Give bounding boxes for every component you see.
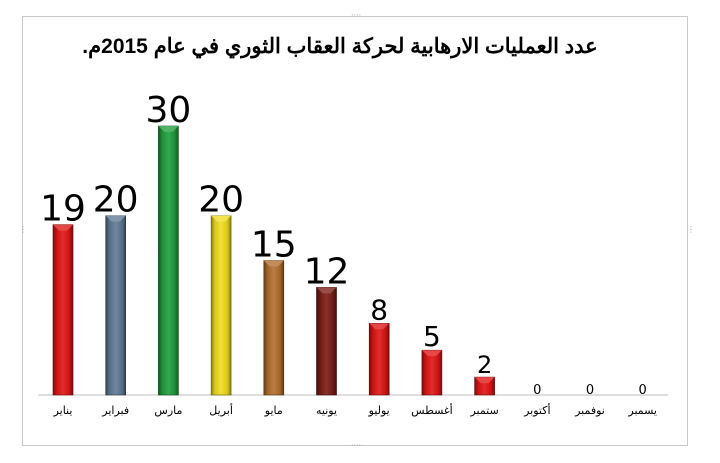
bar-value-label: 8	[370, 293, 388, 326]
bar	[368, 322, 390, 396]
bar-value-label: 0	[533, 383, 541, 398]
category-label: ستمبر	[469, 404, 498, 417]
chart-title: عدد العمليات الارهابية لحركة العقاب الثو…	[82, 35, 598, 58]
category-label: أبريل	[209, 403, 233, 417]
resize-handle-right[interactable]: ⋮	[687, 225, 695, 234]
category-labels: يناير فبراير مارس أبريل مايو يونيه يوليو أغسطس س…	[53, 403, 657, 417]
category-label: نوفمبر	[574, 404, 605, 417]
bar-value-label: 19	[40, 189, 86, 230]
category-label: فبراير	[101, 404, 129, 417]
bar	[316, 287, 337, 396]
bar	[105, 215, 126, 396]
bar	[52, 224, 74, 396]
bar-value-label: 0	[639, 383, 647, 398]
category-label: يونيه	[316, 404, 337, 417]
bar	[158, 125, 179, 396]
chart-frame	[22, 16, 688, 446]
bar-value-label: 15	[251, 225, 297, 266]
category-label: يناير	[53, 404, 73, 417]
bar	[421, 349, 443, 396]
bar-value-label: 20	[198, 180, 244, 221]
bar-value-label: 5	[423, 320, 441, 353]
category-label: يوليو	[368, 404, 390, 417]
category-label: مارس	[154, 404, 182, 417]
category-label: أكتوبر	[523, 403, 550, 417]
bar	[210, 215, 232, 396]
bar-value-label: 30	[145, 90, 191, 131]
category-label: يسمبر	[627, 404, 657, 417]
category-label: مايو	[264, 404, 283, 417]
bar	[263, 260, 285, 396]
category-label: أغسطس	[411, 403, 453, 417]
resize-handle-left[interactable]: ⋮	[19, 225, 27, 234]
bar	[474, 376, 495, 396]
resize-handle-bottom[interactable]: ····	[351, 441, 362, 450]
bar-value-label: 0	[586, 383, 594, 398]
bar-value-label: 12	[304, 251, 350, 292]
bar-value-label: 2	[477, 351, 492, 379]
bar-value-label: 20	[93, 180, 139, 221]
resize-handle-top[interactable]: ····	[351, 11, 362, 20]
bars-layer	[52, 125, 495, 396]
